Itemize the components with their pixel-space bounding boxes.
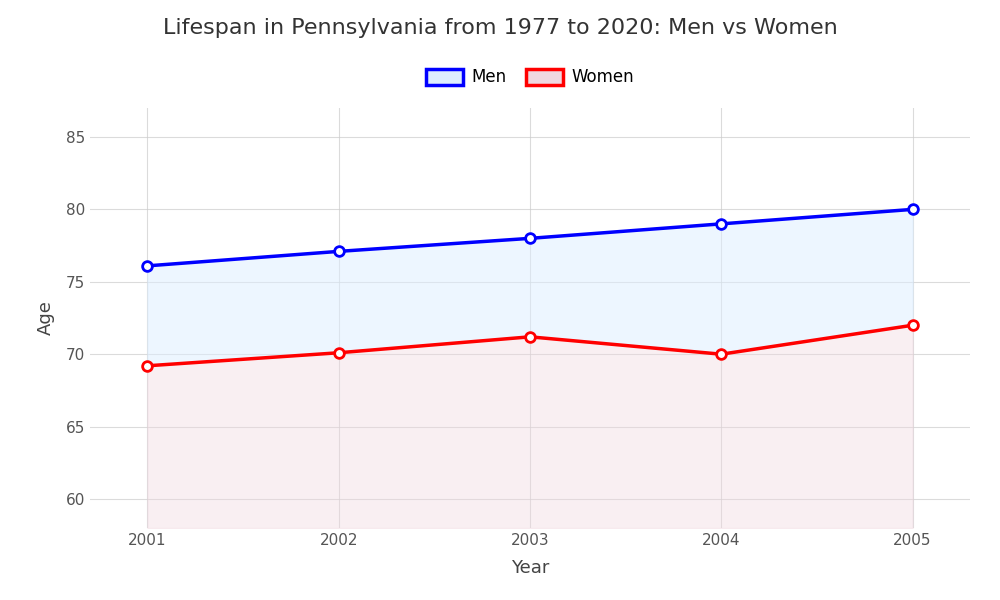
Text: Lifespan in Pennsylvania from 1977 to 2020: Men vs Women: Lifespan in Pennsylvania from 1977 to 20… xyxy=(163,18,837,38)
Legend: Men, Women: Men, Women xyxy=(419,62,641,93)
X-axis label: Year: Year xyxy=(511,559,549,577)
Y-axis label: Age: Age xyxy=(37,301,55,335)
